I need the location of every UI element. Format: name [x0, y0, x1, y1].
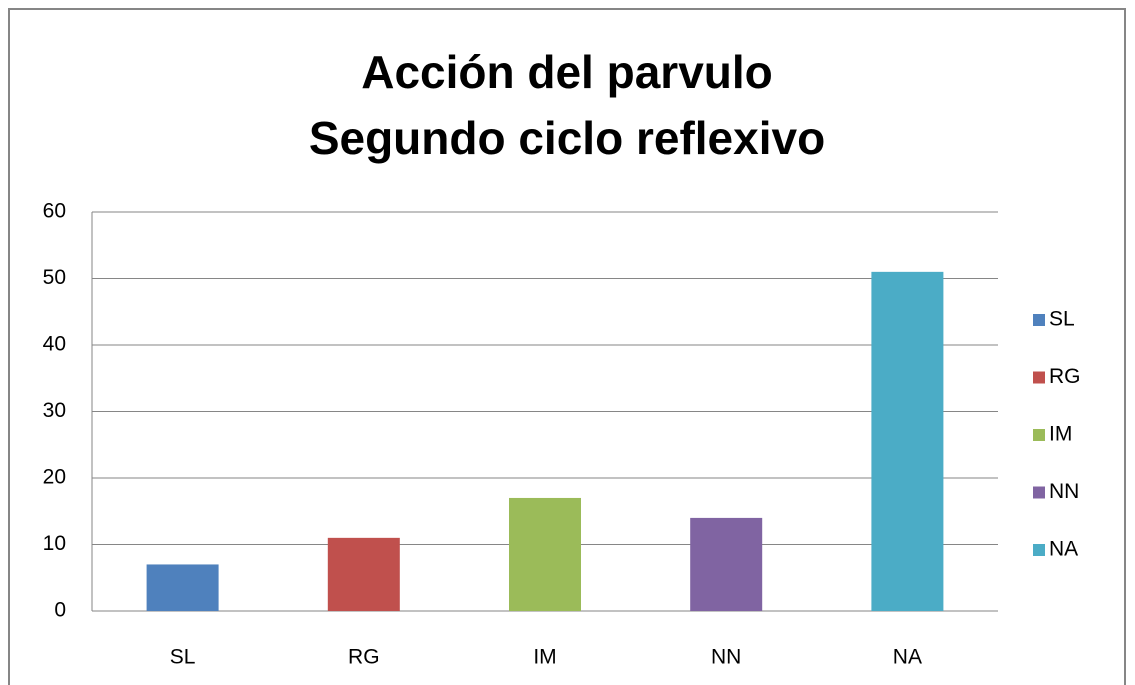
- y-tick-label: 30: [43, 399, 66, 422]
- y-tick-label: 50: [43, 266, 66, 289]
- x-tick-label: RG: [348, 646, 380, 669]
- y-tick-label: 0: [54, 599, 66, 622]
- legend-label: NN: [1049, 480, 1079, 503]
- x-tick-label: IM: [533, 646, 556, 669]
- y-tick-label: 10: [43, 532, 66, 555]
- x-tick-label: NA: [893, 646, 922, 669]
- bar: [509, 497, 581, 611]
- chart-title: Acción del parvulo: [361, 46, 773, 98]
- legend-swatch: [1033, 429, 1045, 441]
- x-tick-label: SL: [170, 646, 196, 669]
- bar: [871, 271, 944, 611]
- legend-swatch: [1033, 371, 1045, 384]
- bar: [327, 537, 400, 611]
- legend-swatch: [1033, 314, 1045, 326]
- y-tick-label: 20: [43, 466, 66, 489]
- legend-label: SL: [1049, 308, 1075, 331]
- legend-label: NA: [1049, 538, 1078, 561]
- chart-subtitle: Segundo ciclo reflexivo: [309, 112, 825, 164]
- bar: [690, 517, 763, 611]
- legend-label: IM: [1049, 423, 1072, 446]
- y-tick-label: 40: [43, 333, 66, 356]
- bar: [146, 564, 219, 611]
- x-tick-label: NN: [711, 646, 741, 669]
- legend-swatch: [1033, 486, 1045, 499]
- y-tick-label: 60: [43, 200, 66, 223]
- legend-label: RG: [1049, 365, 1081, 388]
- legend-swatch: [1033, 544, 1045, 556]
